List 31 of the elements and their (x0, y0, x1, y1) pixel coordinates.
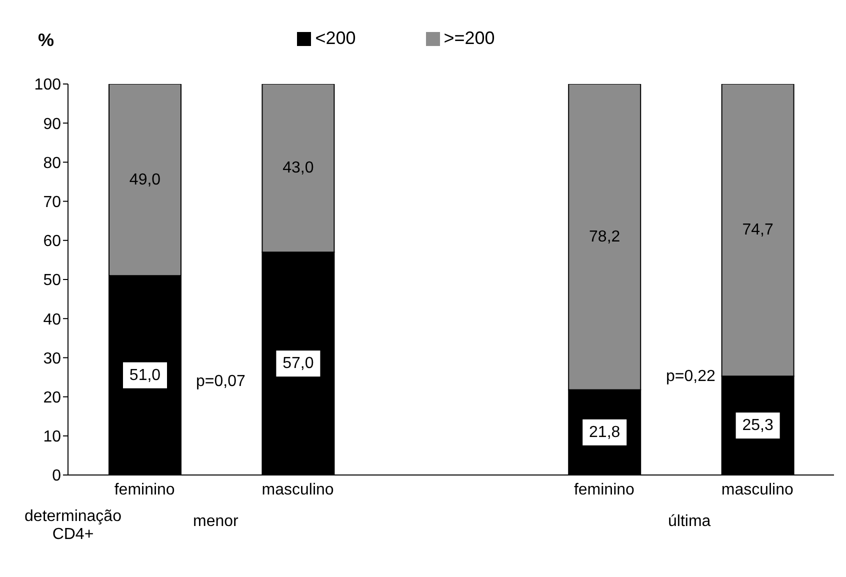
x-tick-label: masculino (262, 481, 334, 498)
y-tick-label: 20 (43, 389, 62, 406)
y-tick-label: 60 (43, 233, 62, 250)
x-axis-title: determinação CD4+ (24, 508, 122, 544)
y-tick-label: 30 (43, 350, 62, 368)
x-tick-label: feminino (114, 481, 175, 498)
y-tick-label: 50 (43, 272, 62, 290)
x-tick-label: masculino (721, 481, 794, 498)
data-label: 78,2 (589, 228, 620, 246)
data-label: 74,7 (742, 222, 774, 239)
y-tick-label: 80 (43, 154, 62, 172)
legend-label: <200 (315, 28, 356, 48)
y-tick-label: 10 (43, 428, 62, 446)
data-label: 25,3 (742, 417, 774, 434)
y-tick-label: 90 (43, 116, 62, 133)
legend-label: >=200 (444, 28, 495, 48)
data-label: 49,0 (129, 171, 161, 188)
x-tick-label: feminino (574, 481, 635, 498)
y-tick-label: 0 (52, 468, 62, 485)
y-tick-label: 70 (43, 194, 62, 211)
text: menor (193, 513, 238, 531)
y-axis-title: % (38, 30, 54, 51)
y-tick-label: 100 (34, 76, 62, 94)
annotation: p=0,07 (196, 373, 246, 391)
data-label: 51,0 (129, 366, 161, 384)
annotation: p=0,22 (666, 368, 716, 386)
y-tick-label: 40 (43, 311, 62, 328)
data-label: 21,8 (589, 424, 620, 441)
text: última (668, 513, 711, 531)
data-label: 57,0 (282, 355, 314, 372)
data-label: 43,0 (282, 160, 314, 177)
